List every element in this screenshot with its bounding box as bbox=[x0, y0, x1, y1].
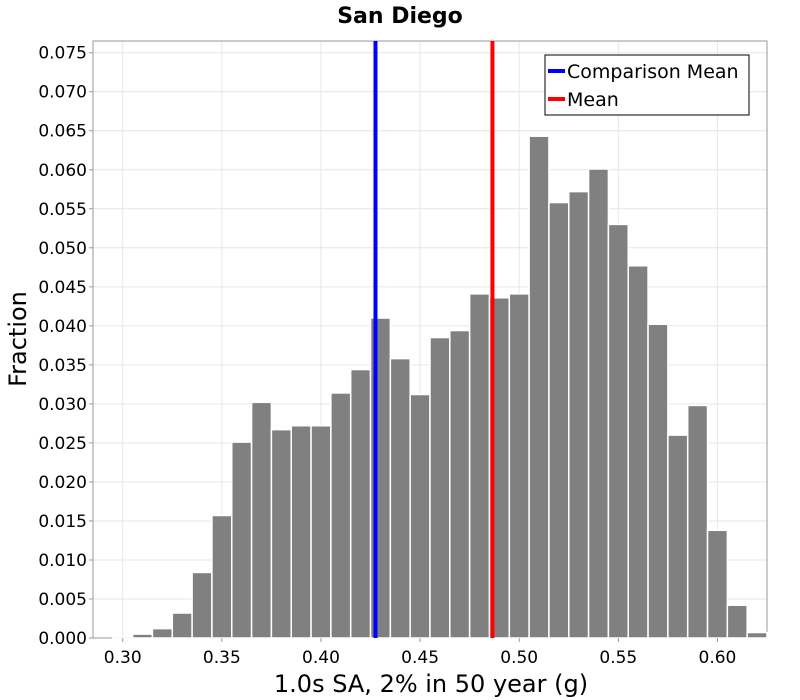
y-tick-label: 0.050 bbox=[38, 239, 87, 259]
histogram-bar bbox=[647, 323, 669, 639]
histogram-bar bbox=[686, 404, 709, 639]
y-tick-label: 0.000 bbox=[38, 629, 87, 649]
y-tick-label: 0.060 bbox=[38, 161, 87, 181]
y-tick-label: 0.025 bbox=[38, 434, 87, 454]
legend: Comparison Mean Mean bbox=[544, 54, 750, 116]
legend-box bbox=[544, 54, 750, 116]
histogram-bar bbox=[607, 223, 629, 639]
x-tick-label: 0.30 bbox=[104, 648, 142, 668]
y-tick-label: 0.040 bbox=[38, 317, 87, 337]
histogram-bar bbox=[349, 368, 372, 639]
y-tick-label: 0.045 bbox=[38, 278, 87, 298]
y-tick-label: 0.015 bbox=[38, 512, 87, 532]
x-axis-ticks: 0.30 0.35 0.40 0.45 0.50 0.55 0.60 bbox=[104, 638, 737, 668]
y-tick-label: 0.030 bbox=[38, 395, 87, 415]
mean-lines bbox=[373, 41, 495, 638]
histogram-bar bbox=[726, 604, 748, 639]
histogram-bar bbox=[746, 631, 768, 639]
histogram-bar bbox=[429, 336, 451, 639]
x-tick-label: 0.50 bbox=[500, 648, 538, 668]
histogram-bar bbox=[191, 571, 213, 639]
histogram-bar bbox=[667, 434, 689, 639]
x-tick-label: 0.60 bbox=[699, 648, 737, 668]
histogram-bar bbox=[548, 201, 570, 639]
histogram-bar bbox=[706, 529, 729, 639]
histogram-bar bbox=[151, 627, 174, 639]
histogram-bar bbox=[330, 392, 352, 639]
legend-label: Mean bbox=[567, 89, 619, 111]
y-axis-ticks: 0.000 0.005 0.010 0.015 0.020 0.025 0.030 0.035… bbox=[38, 44, 93, 649]
histogram-bars bbox=[112, 135, 768, 639]
histogram-bar bbox=[270, 428, 292, 639]
y-tick-label: 0.005 bbox=[38, 590, 87, 610]
histogram-bar bbox=[409, 393, 431, 639]
x-tick-label: 0.55 bbox=[599, 648, 637, 668]
x-axis-label: 1.0s SA, 2% in 50 year (g) bbox=[274, 670, 588, 698]
y-tick-label: 0.010 bbox=[38, 551, 87, 571]
x-tick-label: 0.40 bbox=[302, 648, 340, 668]
histogram-bar bbox=[231, 441, 253, 639]
y-tick-label: 0.075 bbox=[38, 44, 87, 64]
histogram-bar bbox=[587, 168, 610, 639]
histogram-bar bbox=[449, 329, 471, 639]
y-tick-label: 0.035 bbox=[38, 356, 87, 376]
histogram-bar bbox=[508, 293, 530, 639]
y-tick-label: 0.020 bbox=[38, 473, 87, 493]
x-tick-label: 0.35 bbox=[203, 648, 241, 668]
y-tick-label: 0.055 bbox=[38, 200, 87, 220]
histogram-bar bbox=[468, 293, 491, 639]
chart-title: San Diego bbox=[337, 4, 463, 29]
histogram-bar bbox=[290, 424, 312, 639]
y-tick-label: 0.065 bbox=[38, 122, 87, 142]
histogram-bar bbox=[131, 633, 154, 639]
histogram-bar bbox=[112, 635, 134, 639]
histogram-bar bbox=[627, 265, 649, 639]
y-axis-label: Fraction bbox=[4, 291, 32, 387]
histogram-bar bbox=[250, 401, 273, 639]
histogram-bar bbox=[310, 424, 332, 639]
histogram-bar bbox=[389, 357, 411, 639]
y-tick-label: 0.070 bbox=[38, 83, 87, 103]
x-tick-label: 0.45 bbox=[401, 648, 439, 668]
histogram-bar bbox=[568, 190, 590, 639]
histogram-bar bbox=[211, 514, 233, 639]
legend-label: Comparison Mean bbox=[567, 61, 739, 83]
histogram-bar bbox=[528, 135, 550, 639]
histogram-bar bbox=[171, 612, 193, 639]
